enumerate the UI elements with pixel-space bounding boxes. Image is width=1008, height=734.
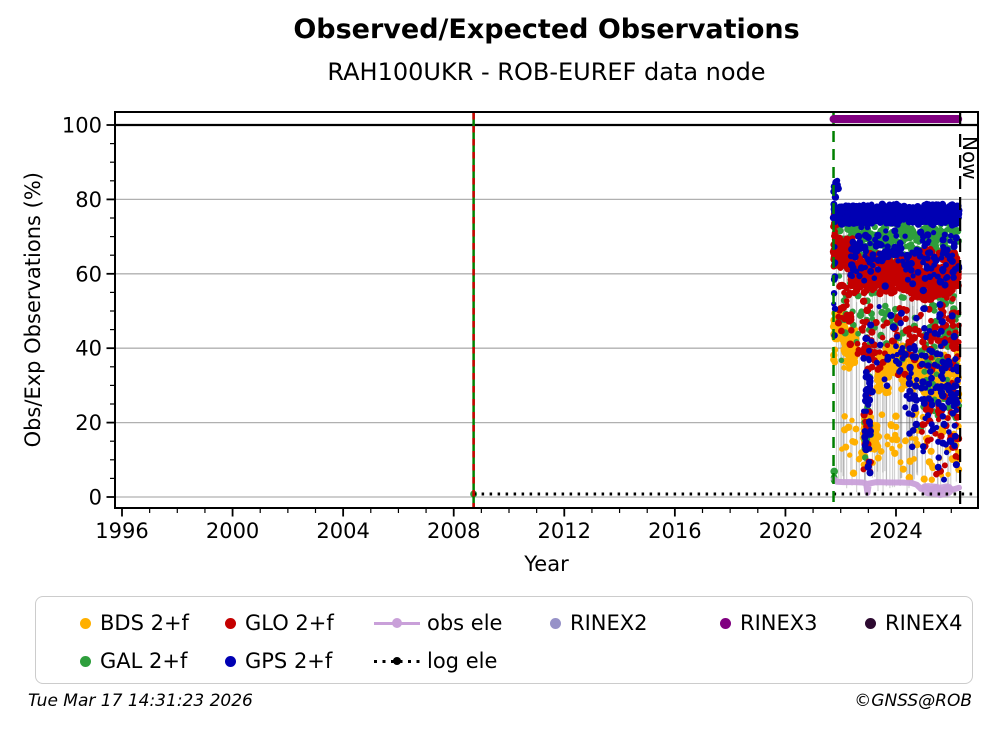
legend-label: RINEX2 xyxy=(570,611,648,635)
svg-text:2024: 2024 xyxy=(869,519,922,543)
chart-title: Observed/Expected Observations xyxy=(293,14,800,45)
svg-text:40: 40 xyxy=(75,337,102,361)
legend-label: RINEX3 xyxy=(740,611,818,635)
legend-marker-dot xyxy=(550,617,561,629)
legend-item-gps-2-f: GPS 2+f xyxy=(209,645,332,677)
svg-text:80: 80 xyxy=(75,188,102,212)
chart-subtitle: RAH100UKR - ROB-EUREF data node xyxy=(327,58,766,86)
svg-text:2020: 2020 xyxy=(759,519,812,543)
legend-marker-dotted-line xyxy=(374,645,420,677)
svg-text:2016: 2016 xyxy=(648,519,701,543)
legend-label: RINEX4 xyxy=(885,611,963,635)
svg-text:2012: 2012 xyxy=(538,519,591,543)
svg-text:60: 60 xyxy=(75,262,102,286)
legend-marker-line xyxy=(374,607,420,639)
legend-item-obs-ele: obs ele xyxy=(374,607,502,639)
series-gps-2-f xyxy=(829,177,963,483)
legend-item-glo-2-f: GLO 2+f xyxy=(209,607,334,639)
legend-label: GLO 2+f xyxy=(245,611,334,635)
legend-item-rinex3: RINEX3 xyxy=(704,607,818,639)
legend-label: BDS 2+f xyxy=(100,611,189,635)
legend-item-gal-2-f: GAL 2+f xyxy=(64,645,187,677)
axis-ticks xyxy=(106,124,952,517)
plot-frame xyxy=(114,111,979,509)
x-axis-label: Year xyxy=(524,552,569,576)
legend-label: obs ele xyxy=(427,611,503,635)
svg-text:0: 0 xyxy=(89,486,102,510)
timestamp: Tue Mar 17 14:31:23 2026 xyxy=(28,691,253,711)
svg-text:2008: 2008 xyxy=(427,519,480,543)
tick-labels: 1996 2000 2004 2008 2012 2016 2020 2024 0 20 40 60 8… xyxy=(62,114,923,544)
legend-item-rinex2: RINEX2 xyxy=(534,607,648,639)
legend-marker-dot xyxy=(225,655,236,667)
svg-text:2000: 2000 xyxy=(206,519,259,543)
legend-item-rinex4: RINEX4 xyxy=(849,607,963,639)
legend-item-bds-2-f: BDS 2+f xyxy=(64,607,189,639)
legend-label: GPS 2+f xyxy=(245,649,333,673)
legend: BDS 2+f GLO 2+f obs ele RINEX2 RINEX3 RINEX4 G… xyxy=(35,596,973,684)
scatter-series xyxy=(470,177,963,499)
svg-text:20: 20 xyxy=(75,411,102,435)
legend-marker-dot xyxy=(865,617,876,629)
legend-marker-dot xyxy=(225,617,236,629)
legend-marker-dot xyxy=(80,655,91,667)
copyright: ©GNSS@ROB xyxy=(854,691,972,711)
svg-text:2004: 2004 xyxy=(316,519,369,543)
svg-text:100: 100 xyxy=(62,114,102,138)
legend-marker-dot xyxy=(80,617,91,629)
legend-label: log ele xyxy=(427,649,498,673)
legend-marker-dot xyxy=(720,617,731,629)
obs-ele-lumps xyxy=(921,483,954,499)
legend-label: GAL 2+f xyxy=(100,649,188,673)
legend-item-log-ele: log ele xyxy=(374,645,497,677)
svg-text:1996: 1996 xyxy=(95,519,148,543)
